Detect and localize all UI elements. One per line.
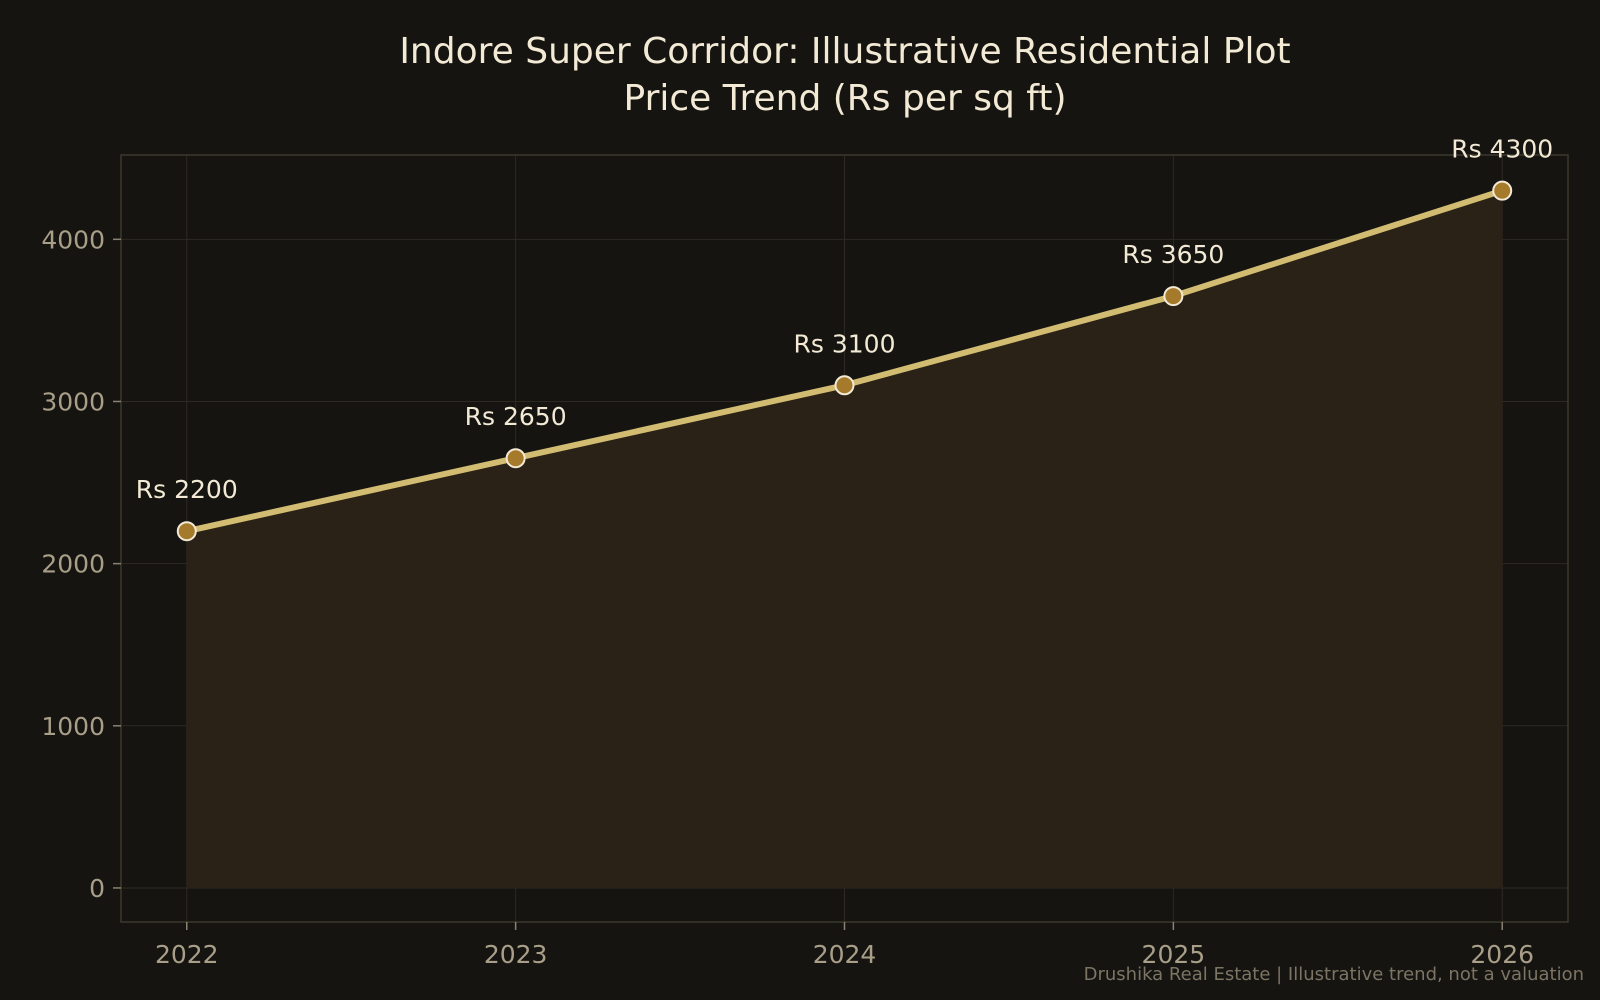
x-tick-label: 2026 bbox=[1470, 940, 1534, 969]
data-point bbox=[834, 375, 855, 396]
area-fill bbox=[186, 190, 1503, 888]
data-point bbox=[1492, 180, 1513, 201]
data-label: Rs 3650 bbox=[1122, 240, 1224, 269]
y-tick-label: 0 bbox=[89, 874, 105, 903]
data-point bbox=[1163, 286, 1184, 307]
y-tick-label: 4000 bbox=[41, 225, 105, 254]
x-tick-label: 2025 bbox=[1142, 940, 1206, 969]
data-point bbox=[176, 521, 197, 542]
y-tick-label: 1000 bbox=[41, 712, 105, 741]
y-tick-label: 2000 bbox=[41, 550, 105, 579]
data-label: Rs 2650 bbox=[465, 402, 567, 431]
x-tick-label: 2024 bbox=[813, 940, 877, 969]
x-tick-label: 2022 bbox=[155, 940, 219, 969]
data-point bbox=[505, 448, 526, 469]
plot-area: 2022 2023 2024 2025 2026 0 1000 2000 3000 4000 Rs … bbox=[41, 135, 1569, 969]
data-label: Rs 4300 bbox=[1451, 135, 1553, 164]
data-label: Rs 3100 bbox=[794, 329, 896, 358]
chart-footnote: Drushika Real Estate | Illustrative tren… bbox=[1084, 964, 1584, 985]
x-tick-label: 2023 bbox=[484, 940, 548, 969]
chart-title-line-2: Price Trend (Rs per sq ft) bbox=[624, 78, 1067, 119]
data-label: Rs 2200 bbox=[136, 475, 238, 504]
y-tick-label: 3000 bbox=[41, 387, 105, 416]
chart-title-line-1: Indore Super Corridor: Illustrative Resi… bbox=[399, 31, 1290, 72]
